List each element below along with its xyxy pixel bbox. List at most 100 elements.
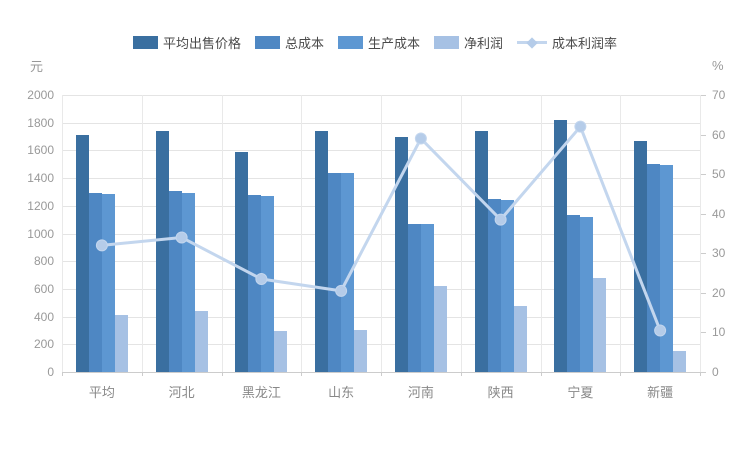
x-axis-line [62, 372, 700, 373]
x-axis-tick [460, 372, 462, 376]
x-axis-category-label: 山东 [328, 385, 355, 400]
right-axis-tick-label: 40 [712, 206, 726, 221]
bar-总成本-陕西[interactable] [487, 198, 501, 372]
right-axis-tick [700, 174, 706, 176]
bar-净利润-新疆[interactable] [673, 351, 687, 372]
right-axis-tick [700, 213, 706, 215]
legend-swatch-icon [254, 36, 280, 49]
bar-净利润-平均[interactable] [114, 314, 128, 372]
legend-item-label: 成本利润率 [552, 36, 618, 51]
legend-item-2[interactable]: 总成本 [254, 33, 324, 52]
left-axis-tick-label: 400 [33, 309, 54, 324]
chart-legend: 平均出售价格 总成本 生产成本 净利润 成本利润率 [0, 33, 750, 52]
right-axis-tick-label: 0 [712, 365, 719, 379]
gridline-vertical [301, 95, 303, 372]
bar-净利润-陕西[interactable] [513, 306, 527, 372]
right-axis-unit-label: % [712, 58, 724, 73]
right-axis-tick [700, 292, 706, 294]
bar-平均出售价格-山东[interactable] [315, 131, 329, 372]
x-axis-tick [700, 372, 701, 376]
bar-平均出售价格-宁夏[interactable] [554, 119, 568, 372]
line-marker-成本利润率-河南[interactable] [414, 132, 427, 145]
line-marker-成本利润率-山东[interactable] [335, 284, 348, 297]
bar-平均出售价格-河北[interactable] [155, 131, 169, 372]
x-axis-category-label: 宁夏 [567, 385, 594, 400]
bar-生产成本-新疆[interactable] [660, 164, 674, 372]
legend-item-4[interactable]: 净利润 [434, 33, 503, 52]
bar-平均出售价格-陕西[interactable] [474, 131, 488, 372]
legend-line-diamond [526, 36, 538, 49]
line-marker-成本利润率-河北[interactable] [175, 231, 188, 244]
bar-净利润-河南[interactable] [433, 286, 447, 372]
bar-总成本-平均[interactable] [88, 193, 102, 372]
x-axis-category-label: 河南 [407, 385, 434, 400]
x-axis-tick [301, 372, 303, 376]
left-axis-unit-label: 元 [30, 59, 44, 74]
gridline-vertical [700, 95, 701, 372]
bar-净利润-山东[interactable] [354, 330, 368, 372]
line-marker-成本利润率-宁夏[interactable] [574, 120, 587, 133]
left-axis-tick-label: 1000 [27, 226, 54, 241]
left-axis-tick-label: 1800 [27, 115, 54, 130]
left-axis-tick-label: 0 [47, 365, 54, 379]
right-axis-tick [700, 134, 706, 136]
bar-总成本-山东[interactable] [328, 172, 342, 372]
left-axis-tick-label: 1600 [27, 143, 54, 158]
gridline-vertical [141, 95, 143, 372]
line-marker-成本利润率-平均[interactable] [95, 239, 108, 252]
legend-item-line-1[interactable]: 成本利润率 [517, 33, 617, 52]
line-marker-成本利润率-新疆[interactable] [654, 324, 667, 337]
right-axis-tick-label: 70 [712, 88, 726, 102]
right-axis-tick-label: 30 [712, 246, 726, 261]
legend-item-3[interactable]: 生产成本 [337, 33, 420, 52]
bar-总成本-黑龙江[interactable] [248, 194, 262, 372]
bar-生产成本-宁夏[interactable] [580, 216, 594, 372]
bar-净利润-黑龙江[interactable] [274, 331, 288, 372]
left-axis-tick-label: 1200 [27, 198, 54, 213]
x-axis-tick [221, 372, 223, 376]
legend-swatch-icon [337, 36, 363, 49]
bar-生产成本-山东[interactable] [341, 173, 355, 372]
line-series-layer [95, 120, 667, 337]
bar-平均出售价格-新疆[interactable] [634, 141, 648, 372]
right-axis-tick-label: 10 [712, 325, 726, 340]
line-成本利润率 [101, 125, 662, 331]
legend-item-label: 平均出售价格 [162, 36, 241, 51]
legend-item-label: 总成本 [284, 36, 324, 51]
legend-swatch-icon [132, 36, 158, 49]
bar-生产成本-黑龙江[interactable] [261, 196, 275, 372]
bar-净利润-河北[interactable] [194, 311, 208, 372]
x-axis-tick [620, 372, 622, 376]
gridline-vertical [221, 95, 223, 372]
bar-平均出售价格-平均[interactable] [75, 135, 89, 372]
x-axis-tick [62, 372, 63, 376]
left-axis-tick-label: 800 [33, 254, 54, 269]
x-axis-category-label: 平均 [88, 385, 115, 400]
right-axis-tick [700, 95, 706, 96]
line-marker-成本利润率-黑龙江[interactable] [255, 273, 268, 286]
bar-净利润-宁夏[interactable] [593, 277, 607, 372]
x-axis-tick [540, 372, 542, 376]
right-axis-tick-label: 60 [712, 127, 726, 142]
gridline-vertical [460, 95, 462, 372]
plot-area: 0 200 400 600 800 1000 1200 1400 1600 1800 2000 0 10… [27, 88, 725, 400]
line-marker-成本利润率-陕西[interactable] [494, 213, 507, 226]
bar-平均出售价格-黑龙江[interactable] [235, 152, 249, 372]
bar-生产成本-陕西[interactable] [500, 199, 514, 372]
x-axis-category-label: 河北 [168, 385, 195, 400]
right-axis-tick [700, 372, 706, 373]
bar-总成本-宁夏[interactable] [567, 214, 581, 372]
bar-总成本-河南[interactable] [407, 223, 421, 372]
bar-平均出售价格-河南[interactable] [394, 136, 408, 372]
left-axis-tick-label: 2000 [27, 88, 54, 102]
left-axis-tick-label: 1400 [27, 171, 54, 186]
bar-生产成本-平均[interactable] [101, 194, 115, 372]
x-axis-tick [381, 372, 382, 376]
left-axis-tick-label: 200 [33, 337, 54, 352]
bar-生产成本-河南[interactable] [420, 224, 434, 372]
legend-item-label: 净利润 [464, 36, 504, 51]
gridline-vertical [540, 95, 542, 372]
legend-item-1[interactable]: 平均出售价格 [132, 33, 241, 52]
legend-swatch-icon [434, 36, 459, 49]
